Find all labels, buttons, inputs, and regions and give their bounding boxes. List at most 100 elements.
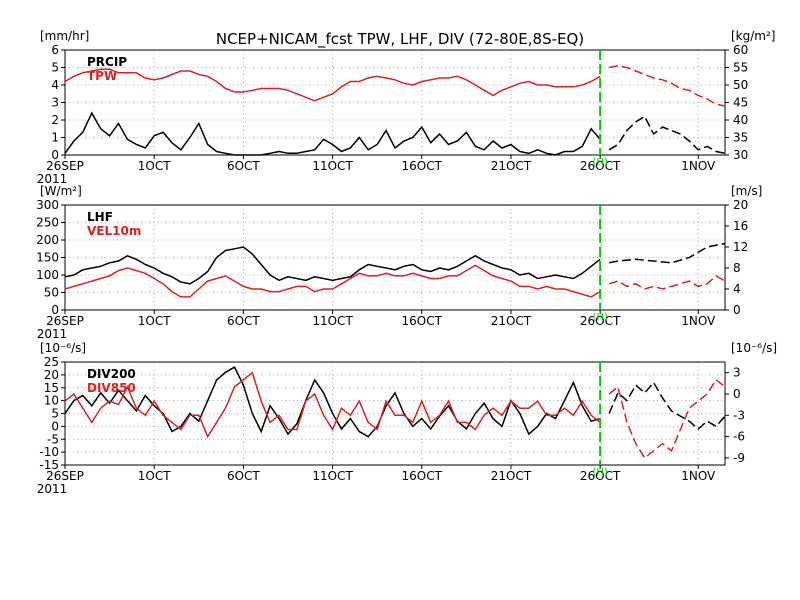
x-tick-label: 26SEP: [46, 314, 84, 328]
left-unit-label: [mm/hr]: [40, 29, 89, 43]
series-line-div850: [64, 371, 601, 439]
series-forecast-div850: [608, 378, 726, 460]
left-unit-label: [10⁻⁶/s]: [40, 341, 86, 355]
x-tick-label: 1NOV: [681, 159, 716, 173]
x-tick-label: 21OCT: [491, 159, 532, 173]
x-tick-label: 1OCT: [138, 159, 171, 173]
right-tick-label: 3: [733, 366, 741, 380]
x-tick-label: 11OCT: [312, 314, 353, 328]
right-tick-label: -3: [733, 408, 745, 422]
left-tick-label: 0: [51, 303, 59, 317]
series-forecast-tpw: [608, 65, 726, 107]
right-tick-label: 60: [733, 43, 748, 57]
x-tick-label: 21OCT: [491, 314, 532, 328]
right-tick-label: 40: [733, 113, 748, 127]
x-tick-label: 26OCT: [580, 314, 621, 328]
forecast-start-label: (H): [592, 157, 607, 168]
x-tick-label: 16OCT: [402, 159, 443, 173]
panel-middle: 0 50 100 150 200 250 300 0 4 8 12 16 20 [W/m²] [m/s] 26…: [36, 184, 762, 341]
x-tick-label: 6OCT: [227, 314, 260, 328]
x-tick-label: 6OCT: [227, 469, 260, 483]
left-tick-label: -15: [39, 458, 59, 472]
right-tick-label: 20: [733, 198, 748, 212]
left-tick-label: 250: [36, 216, 59, 230]
x-tick-label: 26OCT: [580, 159, 621, 173]
left-tick-label: 50: [44, 286, 59, 300]
legend-div850: DIV850: [87, 381, 136, 395]
x-year-label: 2011: [37, 482, 68, 496]
legend-prcip: PRCIP: [87, 55, 127, 69]
x-tick-label: 26SEP: [46, 469, 84, 483]
x-tick-label: 21OCT: [491, 469, 532, 483]
chart-title: NCEP+NICAM_fcst TPW, LHF, DIV (72-80E,8S…: [216, 30, 584, 49]
series-line-prcip: [64, 111, 601, 156]
plot-frame: [64, 49, 726, 156]
x-tick-label: 16OCT: [402, 314, 443, 328]
left-tick-label: 200: [36, 233, 59, 247]
x-tick-label: 11OCT: [312, 159, 353, 173]
series-line-vel10m: [64, 264, 601, 298]
left-tick-label: 5: [51, 407, 59, 421]
left-tick-label: 150: [36, 251, 59, 265]
x-tick-label: 16OCT: [402, 469, 443, 483]
x-tick-label: 1NOV: [681, 469, 716, 483]
right-tick-label: 16: [733, 219, 748, 233]
left-tick-label: 0: [51, 148, 59, 162]
left-tick-label: 25: [44, 355, 59, 369]
right-tick-label: 30: [733, 148, 748, 162]
x-tick-label: 11OCT: [312, 469, 353, 483]
left-tick-label: 1: [51, 131, 59, 145]
left-tick-label: 6: [51, 43, 59, 57]
series-forecast-vel10m: [608, 274, 726, 290]
right-unit-label: [kg/m²]: [731, 29, 775, 43]
plot-frame: [64, 204, 726, 311]
x-year-label: 2011: [37, 172, 68, 186]
series-line-tpw: [64, 68, 601, 102]
x-tick-label: 1NOV: [681, 314, 716, 328]
left-tick-label: 5: [51, 61, 59, 75]
right-tick-label: -9: [733, 451, 745, 465]
right-tick-label: 50: [733, 78, 748, 92]
right-tick-label: 8: [733, 261, 741, 275]
series-forecast-lhf: [608, 242, 726, 264]
x-tick-label: 1OCT: [138, 469, 171, 483]
x-tick-label: 26OCT: [580, 469, 621, 483]
x-tick-label: 26SEP: [46, 159, 84, 173]
x-year-label: 2011: [37, 327, 68, 341]
left-tick-label: 4: [51, 78, 59, 92]
x-tick-label: 1OCT: [138, 314, 171, 328]
left-tick-label: 3: [51, 96, 59, 110]
left-tick-label: 20: [44, 368, 59, 382]
right-tick-label: 0: [733, 387, 741, 401]
left-tick-label: 0: [51, 419, 59, 433]
right-tick-label: 4: [733, 282, 741, 296]
plot-frame: [64, 361, 726, 466]
right-tick-label: -6: [733, 430, 745, 444]
forecast-start-label: (H): [592, 467, 607, 478]
left-tick-label: 15: [44, 381, 59, 395]
right-tick-label: 12: [733, 240, 748, 254]
right-tick-label: 55: [733, 61, 748, 75]
left-tick-label: 10: [44, 394, 59, 408]
right-tick-label: 45: [733, 96, 748, 110]
left-tick-label: -5: [47, 432, 59, 446]
legend-lhf: LHF: [87, 210, 113, 224]
legend-tpw: TPW: [87, 69, 117, 83]
right-tick-label: 35: [733, 131, 748, 145]
right-unit-label: [m/s]: [731, 184, 762, 198]
left-unit-label: [W/m²]: [40, 184, 82, 198]
left-tick-label: 100: [36, 268, 59, 282]
x-tick-label: 6OCT: [227, 159, 260, 173]
legend-div200: DIV200: [87, 367, 136, 381]
series-forecast-prcip: [608, 115, 726, 155]
left-tick-label: 2: [51, 113, 59, 127]
forecast-start-label: (H): [592, 312, 607, 323]
series-line-lhf: [64, 246, 601, 285]
right-unit-label: [10⁻⁶/s]: [731, 341, 777, 355]
left-tick-label: -10: [39, 445, 59, 459]
legend-vel10m: VEL10m: [87, 224, 141, 238]
right-tick-label: 0: [733, 303, 741, 317]
